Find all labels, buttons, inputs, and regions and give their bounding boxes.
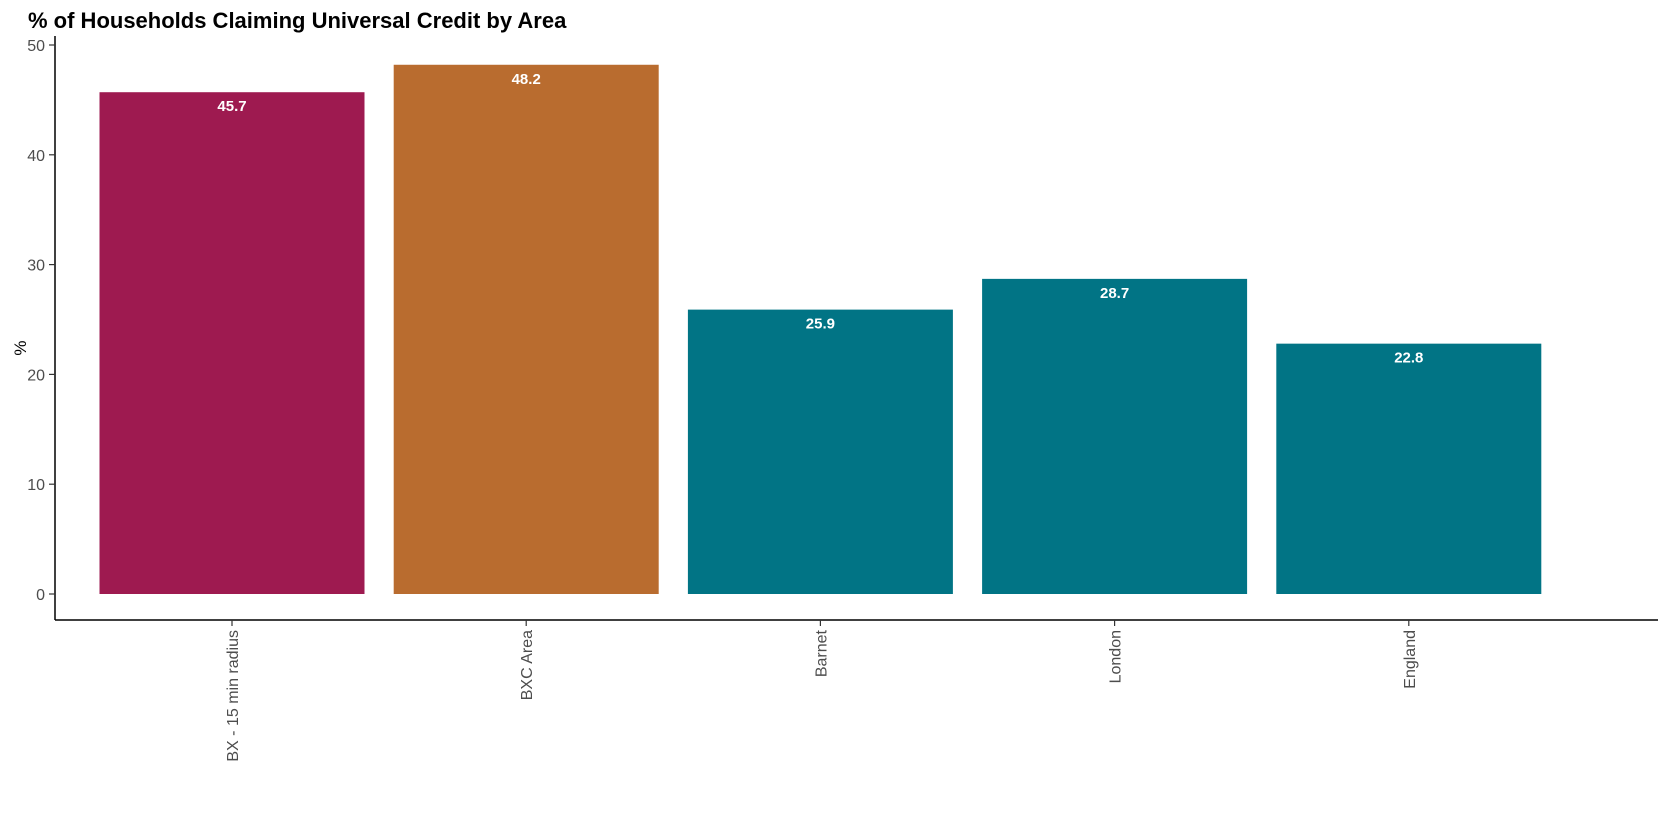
y-tick-label: 10 bbox=[27, 477, 45, 494]
bar bbox=[982, 278, 1248, 594]
y-tick-label: 50 bbox=[27, 38, 45, 55]
data-label: 45.7 bbox=[217, 98, 246, 115]
y-tick-label: 30 bbox=[27, 258, 45, 275]
y-tick-label: 20 bbox=[27, 367, 45, 384]
data-label: 25.9 bbox=[806, 316, 835, 333]
bar bbox=[687, 309, 953, 594]
bar bbox=[99, 92, 365, 595]
x-tick-label: BXC Area bbox=[519, 630, 536, 700]
data-label: 22.8 bbox=[1394, 350, 1423, 367]
x-tick-label: Barnet bbox=[813, 629, 830, 677]
x-tick-label: BX - 15 min radius bbox=[225, 630, 242, 762]
y-tick-label: 0 bbox=[36, 587, 45, 604]
y-axis-title: % bbox=[11, 340, 30, 355]
plot-area: 0 10 20 30 40 50 45.7 BX - 15 min radius 48.2 BXC… bbox=[27, 36, 1658, 762]
chart-title: % of Households Claiming Universal Credi… bbox=[28, 8, 567, 33]
data-label: 28.7 bbox=[1100, 285, 1129, 302]
data-label: 48.2 bbox=[512, 71, 541, 88]
bar bbox=[393, 64, 659, 595]
y-tick-label: 40 bbox=[27, 148, 45, 165]
x-tick-label: London bbox=[1108, 630, 1125, 683]
bar bbox=[1276, 343, 1542, 594]
x-tick-label: England bbox=[1402, 630, 1419, 689]
